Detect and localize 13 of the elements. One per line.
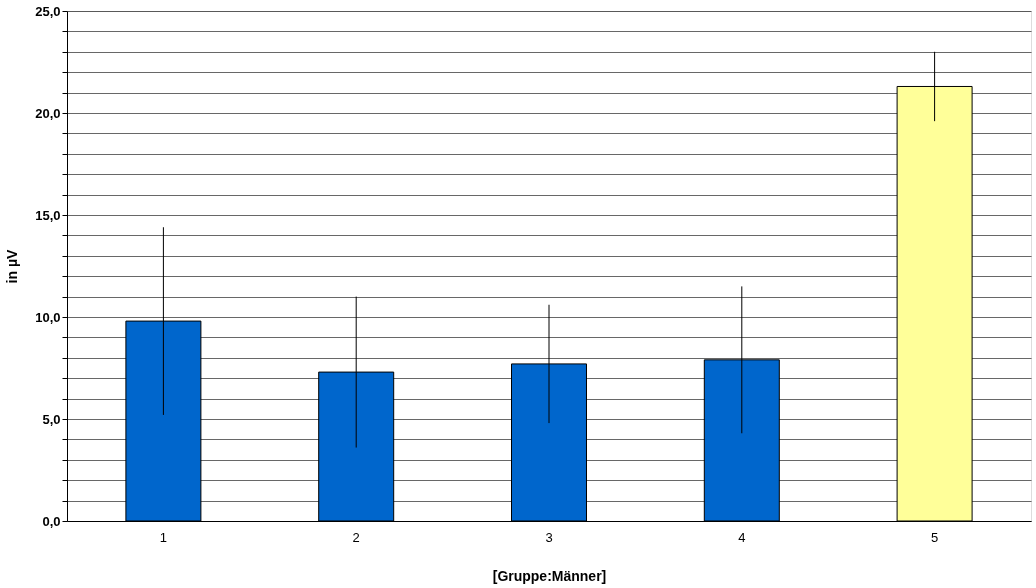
x-tick-label: 4 <box>738 529 746 545</box>
y-tick-label: 0,0 <box>42 513 61 529</box>
y-axis-title: in µV <box>4 248 21 284</box>
x-tick-label: 1 <box>159 529 168 545</box>
y-tick-label: 25,0 <box>35 3 61 19</box>
x-tick-label: 2 <box>352 529 360 545</box>
y-tick-label: 20,0 <box>35 105 61 121</box>
x-axis-title: [Gruppe:Männer] <box>492 567 607 584</box>
y-tick-label: 5,0 <box>42 411 61 427</box>
x-tick-label: 3 <box>545 529 553 545</box>
y-tick-label: 15,0 <box>35 207 61 223</box>
x-tick-label: 5 <box>930 529 939 545</box>
y-tick-label: 10,0 <box>35 309 61 325</box>
